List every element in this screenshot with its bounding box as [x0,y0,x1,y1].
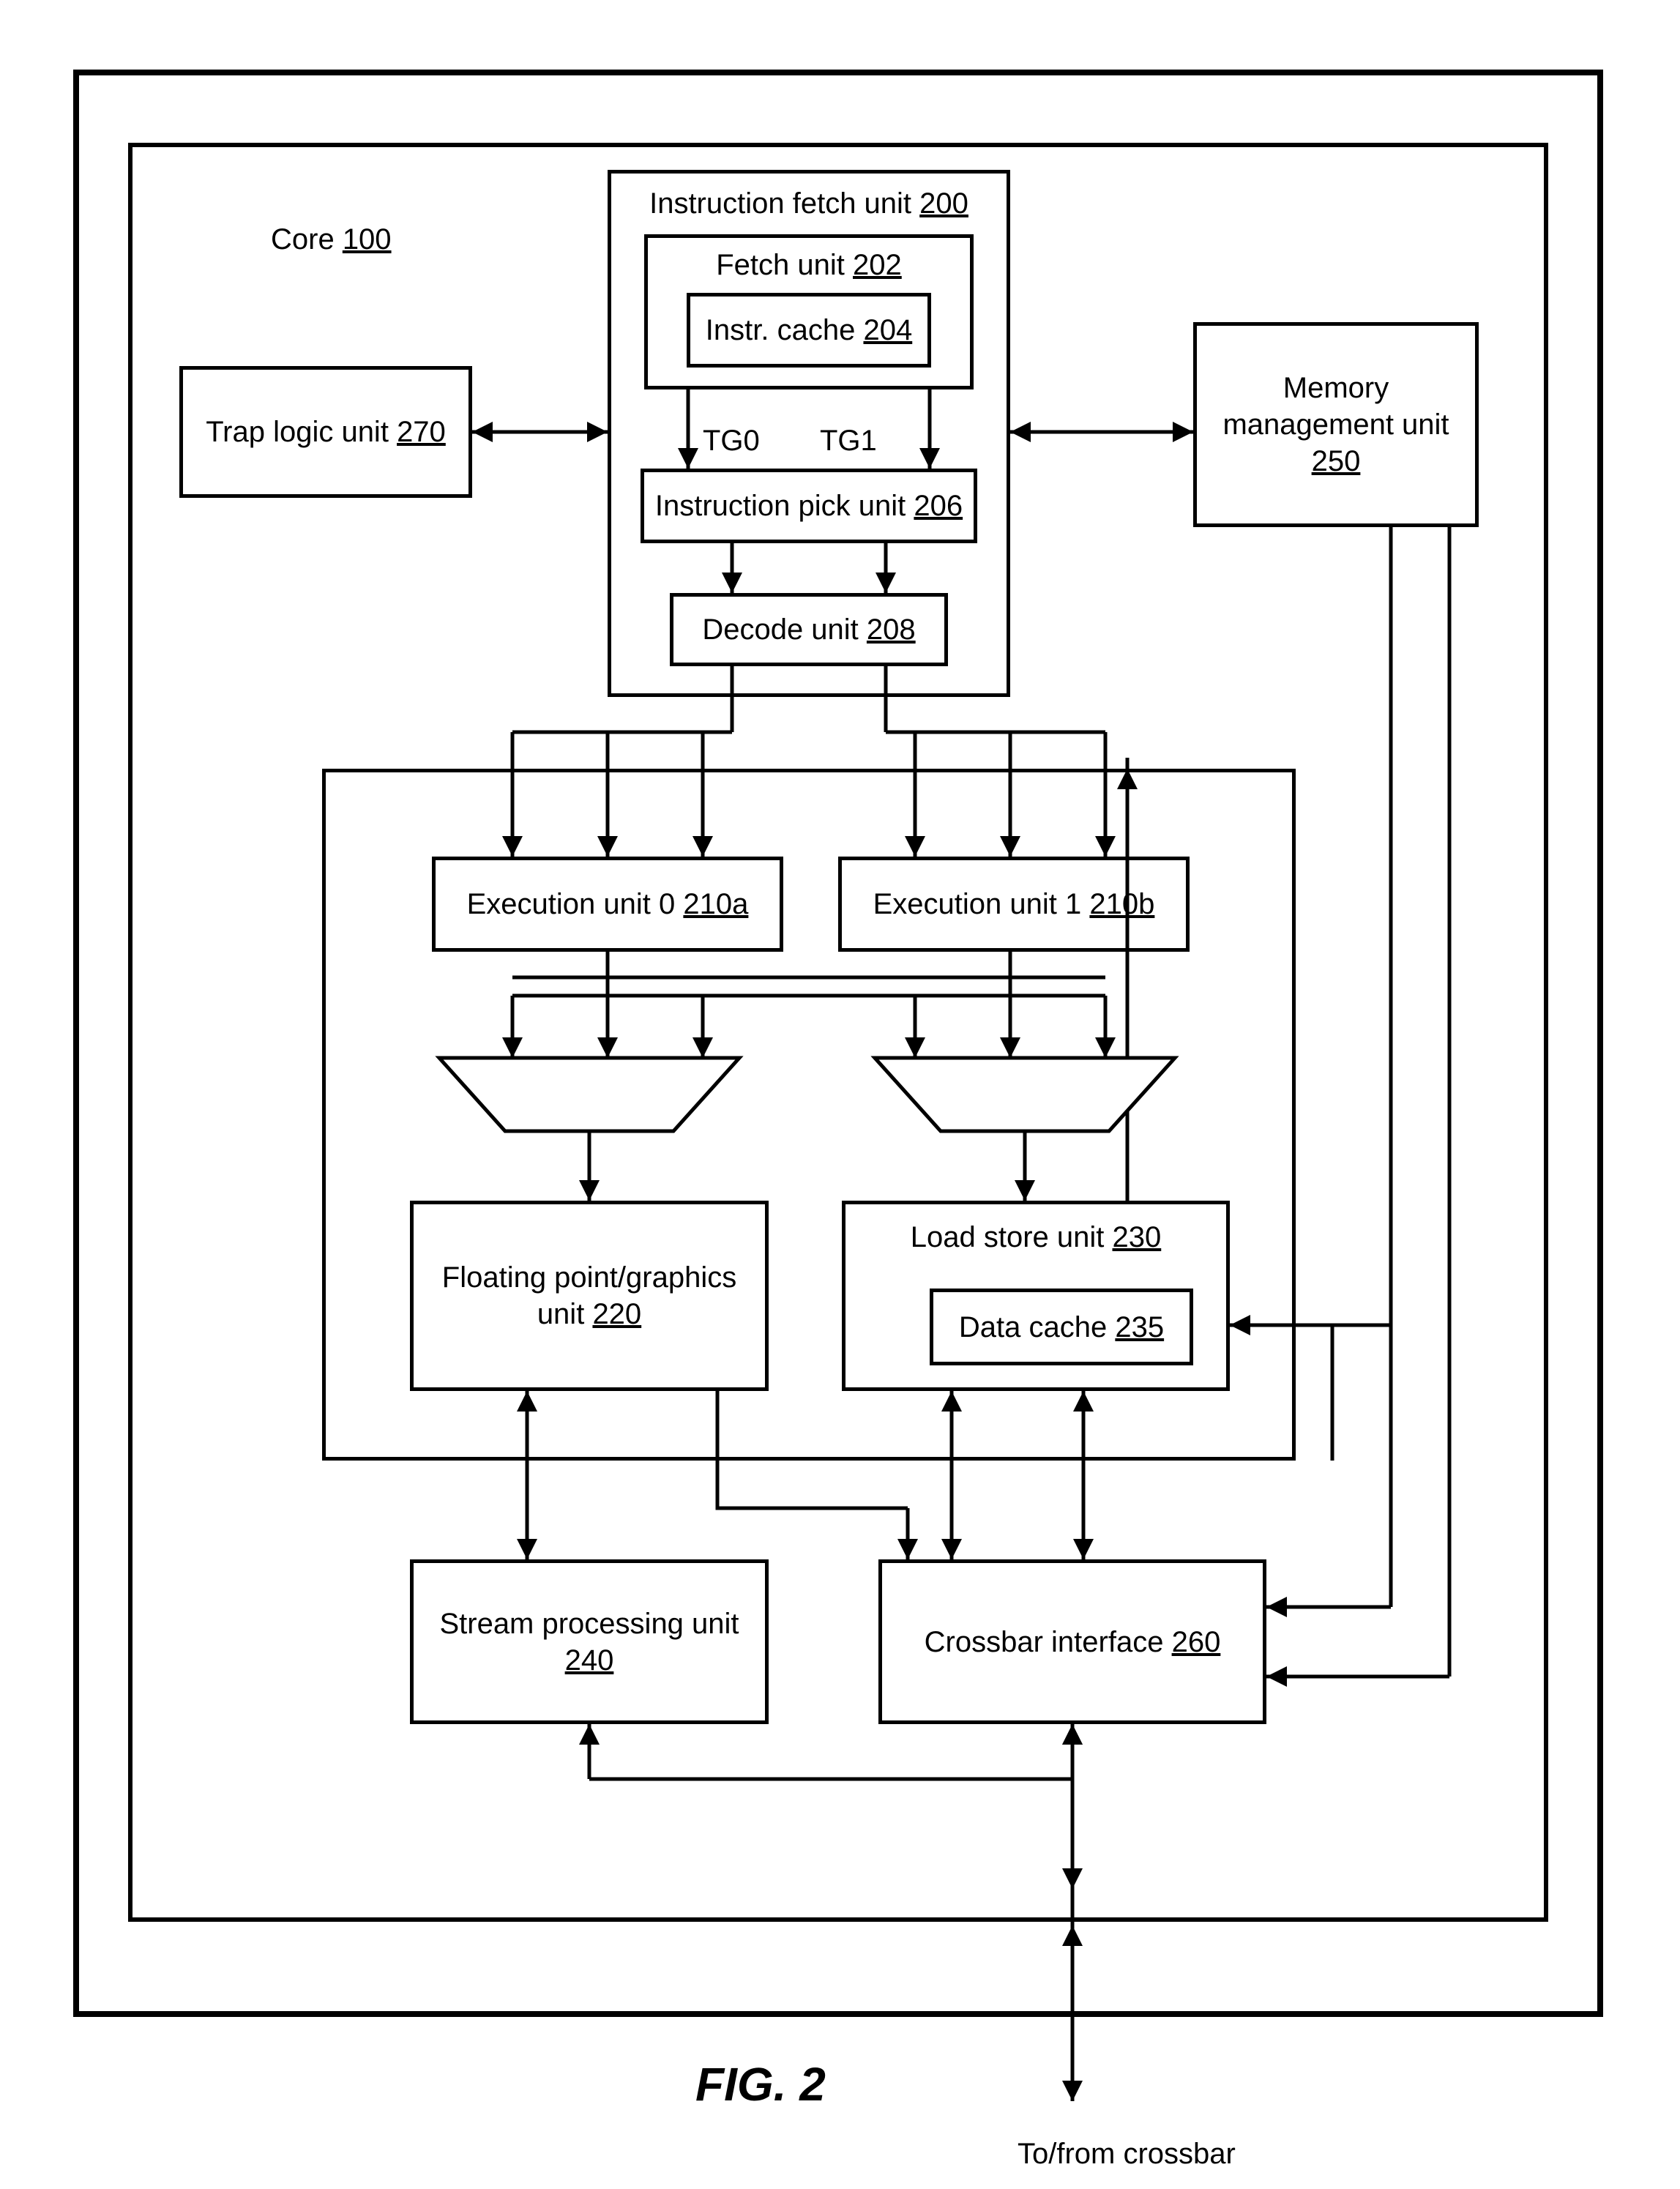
decode-unit-box: Decode unit 208 [670,593,948,666]
exu0-box: Execution unit 0 210a [432,857,783,952]
decode-ref: 208 [867,614,916,646]
fetch-title: Fetch unit [716,249,845,281]
fgu-box: Floating point/graphics unit 220 [410,1201,769,1391]
spu-title: Stream processing unit [439,1606,739,1642]
fgu-ref: 220 [592,1298,641,1330]
fgu-l2: unit [537,1298,585,1330]
mmu-l1: Memory [1283,370,1389,406]
cif-box: Crossbar interface 260 [878,1559,1266,1724]
mmu-box: Memory management unit 250 [1193,322,1479,527]
exu0-title: Execution unit 0 [467,888,676,920]
spu-box: Stream processing unit 240 [410,1559,769,1724]
cif-title: Crossbar interface [925,1626,1164,1658]
pick-ref: 206 [914,490,963,522]
ifu-ref: 200 [919,187,968,220]
trap-title: Trap logic unit [206,416,389,448]
dcache-title: Data cache [959,1311,1107,1343]
tofrom-label: To/from crossbar [1018,2138,1236,2171]
pick-title: Instruction pick unit [655,490,906,522]
exu0-ref: 210a [683,888,748,920]
tg1-label: TG1 [820,425,877,458]
exu1-title: Execution unit 1 [873,888,1082,920]
fetch-ref: 202 [853,249,902,281]
ifu-title: Instruction fetch unit [649,187,911,220]
diagram-canvas: Core 100 Trap logic unit 270 Memory mana… [0,0,1680,2189]
decode-title: Decode unit [702,614,858,646]
mmu-ref: 250 [1312,443,1361,480]
instr-cache-box: Instr. cache 204 [687,293,931,368]
spu-ref: 240 [565,1642,614,1679]
dcache-box: Data cache 235 [930,1289,1193,1365]
cif-ref: 260 [1172,1626,1221,1658]
icache-ref: 204 [863,314,912,346]
exu1-ref: 210b [1089,888,1154,920]
core-label-text: Core [271,223,343,256]
trap-ref: 270 [397,416,446,448]
lsu-ref: 230 [1113,1221,1162,1253]
core-label-ref: 100 [343,223,392,256]
core-label: Core 100 [271,223,392,256]
exu1-box: Execution unit 1 210b [838,857,1190,952]
fgu-l1: Floating point/graphics [442,1259,736,1296]
mmu-l2: management unit [1222,406,1449,443]
trap-logic-unit-box: Trap logic unit 270 [179,366,472,498]
tg0-label: TG0 [703,425,760,458]
icache-title: Instr. cache [706,314,856,346]
figure-label: FIG. 2 [695,2057,826,2111]
pick-unit-box: Instruction pick unit 206 [641,469,977,543]
dcache-ref: 235 [1115,1311,1164,1343]
lsu-title: Load store unit [911,1221,1105,1253]
